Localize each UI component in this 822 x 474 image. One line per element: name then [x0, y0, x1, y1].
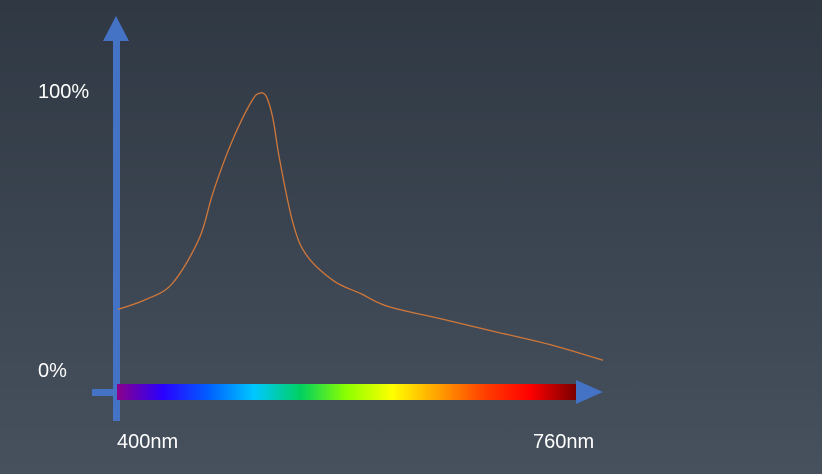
data-point-12 — [292, 223, 294, 225]
x-tick-label-left: 400nm — [117, 431, 178, 453]
data-point-9 — [265, 95, 267, 97]
data-point-7 — [252, 99, 254, 101]
data-point-5 — [225, 156, 227, 158]
x-axis-line — [92, 389, 118, 396]
series-line — [117, 92, 604, 361]
x-tick-label-right: 760nm — [533, 431, 594, 453]
data-point-8 — [259, 92, 261, 94]
data-point-18 — [494, 331, 496, 333]
y-axis — [103, 16, 129, 421]
data-point-17 — [440, 318, 442, 320]
data-point-13 — [306, 254, 308, 256]
data-point-14 — [333, 280, 335, 282]
data-point-11 — [279, 159, 281, 161]
y-axis-arrowhead — [103, 16, 129, 41]
data-point-20 — [602, 359, 604, 361]
data-point-2 — [171, 283, 173, 285]
data-point-3 — [198, 238, 200, 240]
data-point-19 — [548, 343, 550, 345]
data-point-6 — [238, 124, 240, 126]
y-tick-label-bottom: 0% — [38, 360, 67, 382]
x-axis-arrowhead — [576, 380, 603, 404]
data-point-15 — [360, 293, 362, 295]
data-point-10 — [272, 118, 274, 120]
spectrum-bar — [117, 384, 576, 400]
y-tick-label-top: 100% — [38, 81, 89, 103]
x-axis — [92, 380, 603, 404]
data-point-0 — [117, 308, 119, 310]
data-point-4 — [211, 194, 213, 196]
data-point-1 — [144, 299, 146, 301]
y-axis-line — [113, 36, 120, 421]
data-point-16 — [386, 305, 388, 307]
